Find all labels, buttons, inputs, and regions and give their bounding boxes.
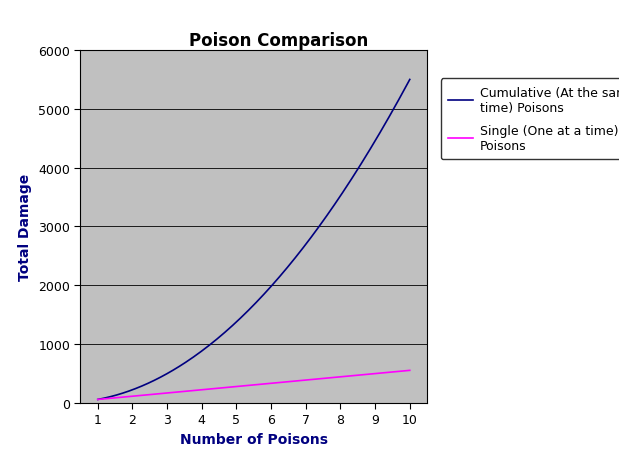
Cumulative (At the same
time) Poisons — [113, 392, 120, 398]
Single (One at a time)
Poisons — [391, 369, 398, 375]
Legend: Cumulative (At the same
time) Poisons, Single (One at a time)
Poisons: Cumulative (At the same time) Poisons, S… — [441, 79, 619, 160]
Cumulative (At the same
time) Poisons — [152, 377, 160, 382]
Single (One at a time)
Poisons — [406, 368, 413, 373]
Single (One at a time)
Poisons — [106, 396, 114, 401]
Single (One at a time)
Poisons — [152, 391, 160, 397]
Line: Cumulative (At the same
time) Poisons: Cumulative (At the same time) Poisons — [98, 80, 410, 400]
Single (One at a time)
Poisons — [94, 397, 102, 402]
Single (One at a time)
Poisons — [113, 395, 120, 400]
X-axis label: Number of Poisons: Number of Poisons — [180, 432, 328, 446]
Single (One at a time)
Poisons — [379, 370, 387, 376]
Y-axis label: Total Damage: Total Damage — [19, 173, 33, 281]
Cumulative (At the same
time) Poisons — [94, 397, 102, 402]
Line: Single (One at a time)
Poisons: Single (One at a time) Poisons — [98, 370, 410, 400]
Cumulative (At the same
time) Poisons — [391, 106, 398, 112]
Cumulative (At the same
time) Poisons — [106, 394, 114, 400]
Cumulative (At the same
time) Poisons — [177, 363, 184, 369]
Single (One at a time)
Poisons — [177, 389, 184, 394]
Text: Poison Comparison: Poison Comparison — [189, 32, 368, 50]
Cumulative (At the same
time) Poisons — [379, 125, 387, 131]
Cumulative (At the same
time) Poisons — [406, 77, 413, 83]
